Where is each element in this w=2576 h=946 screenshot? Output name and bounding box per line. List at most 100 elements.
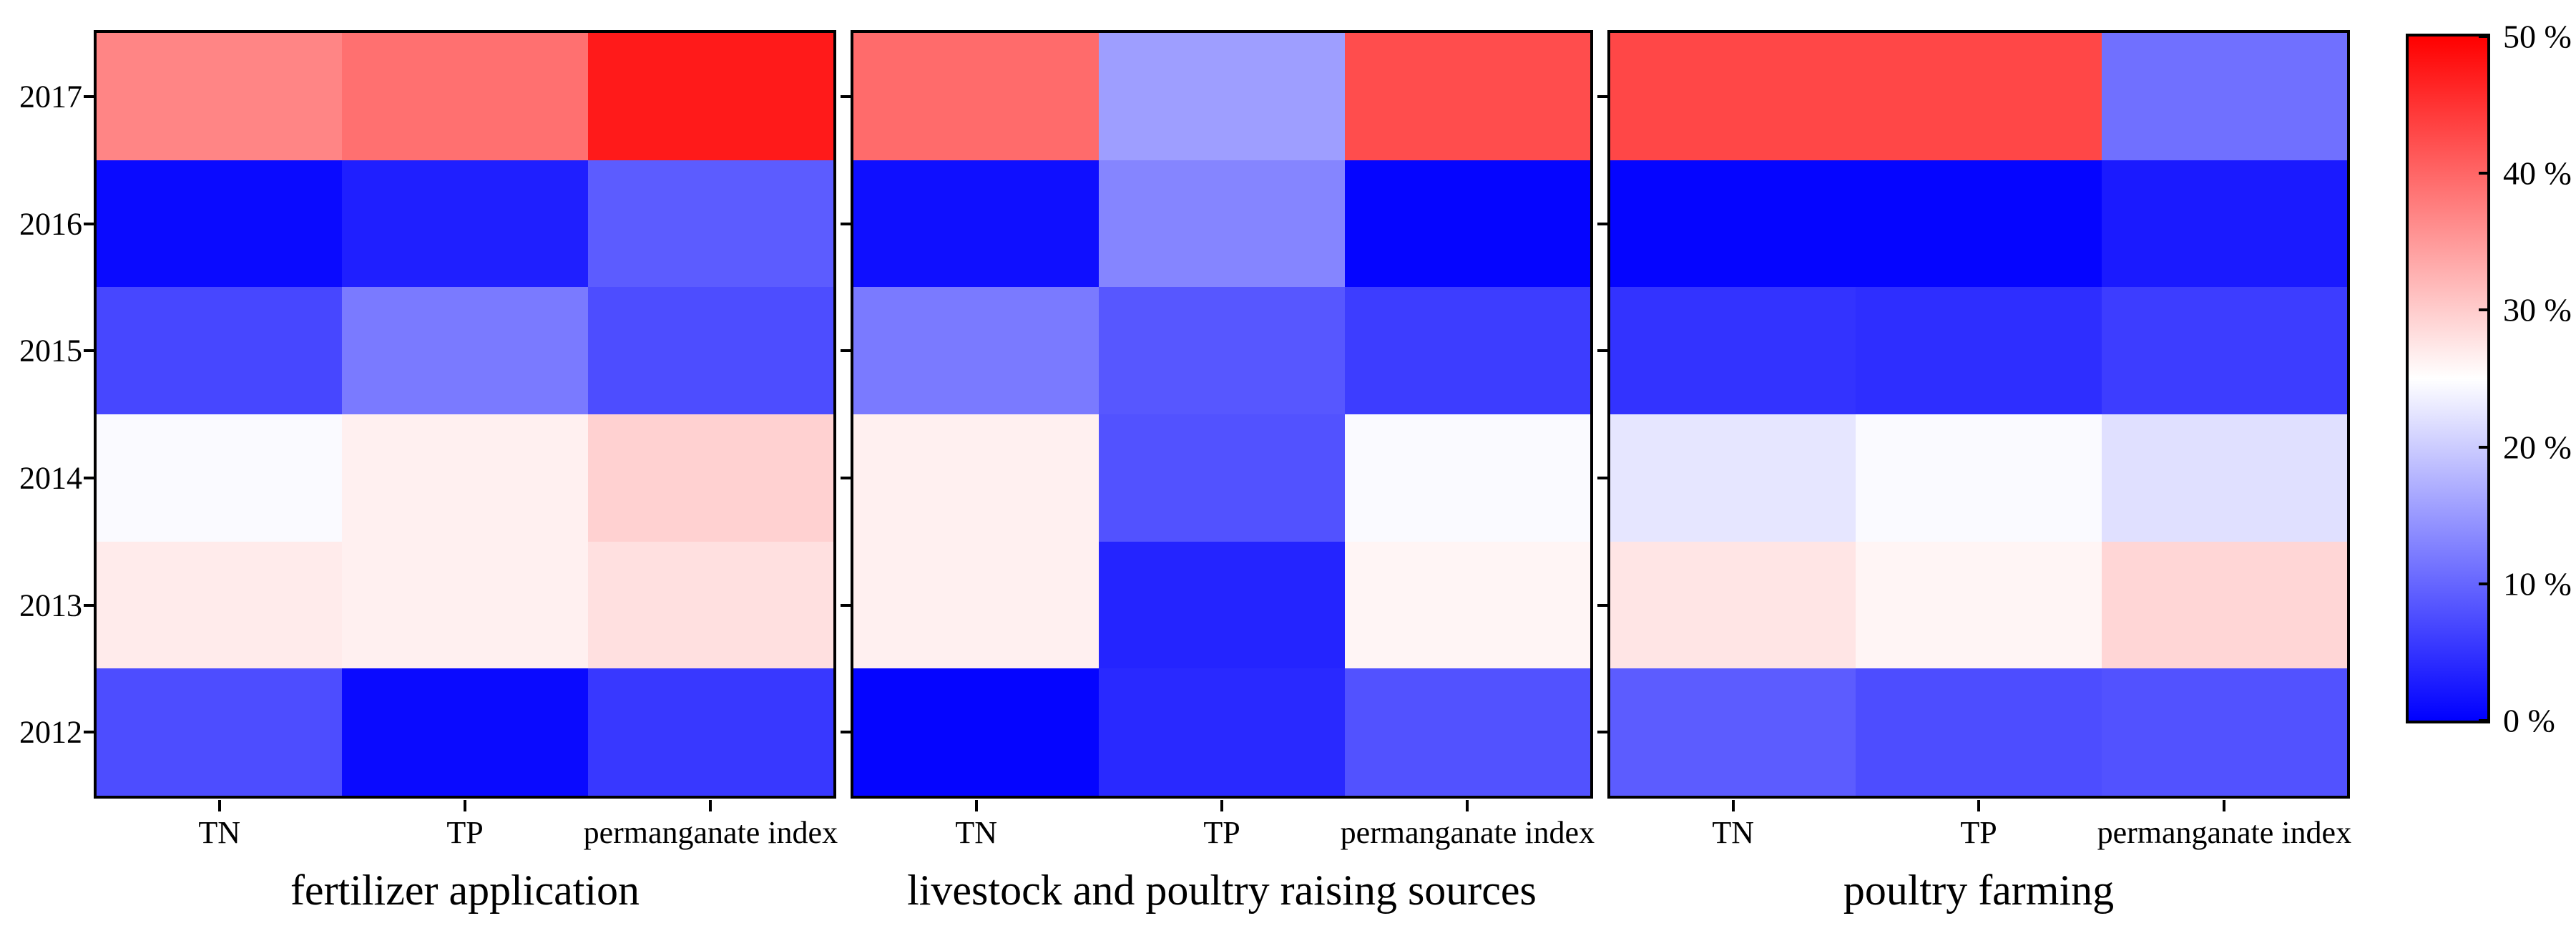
x-axis-label-TN: TN	[955, 815, 997, 850]
heatmap-cell-2012-permanganate-index	[587, 668, 833, 796]
heatmap-grid	[1610, 33, 2347, 796]
heatmap-cell-2016-TP	[1099, 160, 1345, 288]
heatmap-cell-2016-TP	[342, 160, 588, 288]
heatmap-cell-2013-permanganate-index	[587, 541, 833, 669]
colorbar-gradient	[2409, 36, 2487, 721]
heatmap-cell-2015-permanganate-index	[2101, 287, 2347, 414]
heatmap-cell-2015-permanganate-index	[1344, 287, 1590, 414]
heatmap-cell-2017-permanganate-index	[1344, 33, 1590, 160]
y-axis-tick	[841, 603, 851, 607]
x-axis-tick	[2223, 800, 2226, 811]
y-axis-label-2014: 2014	[19, 460, 82, 496]
heatmap-cell-2012-permanganate-index	[2101, 668, 2347, 796]
heatmap-cell-2014-TP	[342, 414, 588, 542]
heatmap-cell-2017-TN	[1610, 33, 1856, 160]
colorbar-label-0%: 0 %	[2503, 702, 2555, 739]
heatmap-cell-2012-permanganate-index	[1344, 668, 1590, 796]
y-axis-tick	[1597, 94, 1607, 98]
heatmap-cell-2013-permanganate-index	[1344, 541, 1590, 669]
y-axis-tick	[84, 349, 94, 353]
colorbar-label-10%: 10 %	[2503, 565, 2572, 603]
heatmap-cell-2015-TN	[97, 287, 343, 414]
colorbar-tick	[2479, 719, 2487, 722]
heatmap-cell-2014-TP	[1856, 414, 2102, 542]
y-axis-tick	[84, 222, 94, 225]
colorbar-label-40%: 40 %	[2503, 155, 2572, 192]
heatmap-cell-2014-permanganate-index	[1344, 414, 1590, 542]
heatmap-cell-2016-TP	[1856, 160, 2102, 288]
heatmap-cell-2014-TN	[97, 414, 343, 542]
heatmap-cell-2013-TP	[342, 541, 588, 669]
colorbar-tick	[2479, 35, 2487, 38]
heatmap-cell-2015-permanganate-index	[587, 287, 833, 414]
y-axis-tick	[841, 476, 851, 479]
heatmap-cell-2012-TP	[1099, 668, 1345, 796]
heatmap-cell-2017-permanganate-index	[587, 33, 833, 160]
heatmap-cell-2016-TN	[853, 160, 1100, 288]
x-axis-tick	[1220, 800, 1223, 811]
heatmap-cell-2012-TN	[97, 668, 343, 796]
x-axis-tick	[464, 800, 466, 811]
y-axis-tick	[841, 731, 851, 734]
heatmap-grid	[853, 33, 1590, 796]
heatmap-cell-2012-TP	[1856, 668, 2102, 796]
colorbar-label-20%: 20 %	[2503, 429, 2572, 466]
colorbar-tick	[2479, 445, 2487, 449]
panel-poultry-farming: poultry farming TN TP permanganate index	[1597, 30, 2351, 914]
y-axis-label-2017: 2017	[19, 79, 82, 114]
colorbar-label-50%: 50 %	[2503, 18, 2572, 55]
x-axis-tick	[1731, 800, 1735, 811]
heatmap-cell-2015-TP	[342, 287, 588, 414]
x-axis-tick	[217, 800, 221, 811]
x-axis-label-permanganate-index: permanganate index	[2097, 815, 2352, 850]
y-axis-tick	[84, 603, 94, 607]
heatmap-cell-2017-TP	[1856, 33, 2102, 160]
y-axis-tick	[1597, 731, 1607, 734]
heatmap-cell-2013-TN	[1610, 541, 1856, 669]
heatmap-cell-2017-TP	[342, 33, 588, 160]
x-axis-label-permanganate-index: permanganate index	[1340, 815, 1595, 850]
panel-livestock-and-poultry-raising-sources: livestock and poultry raising sources TN…	[841, 30, 1595, 914]
y-axis-tick	[841, 222, 851, 225]
y-axis-tick	[841, 349, 851, 353]
x-axis-label-TN: TN	[1712, 815, 1754, 850]
heatmap-cell-2012-TP	[342, 668, 588, 796]
heatmap-cell-2016-permanganate-index	[2101, 160, 2347, 288]
heatmap-cell-2013-TN	[97, 541, 343, 669]
heatmap-cell-2016-TN	[1610, 160, 1856, 288]
y-axis-tick	[84, 94, 94, 98]
y-axis-label-2013: 2013	[19, 587, 82, 623]
panel-title: fertilizer application	[290, 867, 640, 914]
heatmap-cell-2014-permanganate-index	[587, 414, 833, 542]
y-axis-tick	[1597, 476, 1607, 479]
heatmap-cell-2015-TN	[1610, 287, 1856, 414]
y-axis-tick	[1597, 222, 1607, 225]
heatmap-cell-2016-permanganate-index	[1344, 160, 1590, 288]
heatmap-cell-2014-permanganate-index	[2101, 414, 2347, 542]
y-axis-tick	[1597, 349, 1607, 353]
y-axis-tick	[1597, 603, 1607, 607]
x-axis-tick	[1466, 800, 1469, 811]
y-axis-tick	[84, 476, 94, 479]
heatmap-cell-2017-TN	[97, 33, 343, 160]
heatmap-cell-2015-TP	[1856, 287, 2102, 414]
heatmap-cell-2015-TN	[853, 287, 1100, 414]
x-axis-label-permanganate-index: permanganate index	[583, 815, 838, 850]
heatmap-cell-2013-TP	[1099, 541, 1345, 669]
y-axis-tick	[841, 94, 851, 98]
heatmap-cell-2017-permanganate-index	[2101, 33, 2347, 160]
heatmap-cell-2015-TP	[1099, 287, 1345, 414]
heatmap-cell-2012-TN	[853, 668, 1100, 796]
colorbar-tick	[2479, 172, 2487, 175]
heatmap-cell-2013-permanganate-index	[2101, 541, 2347, 669]
panel-fertilizer-application: fertilizer application 2017 2016 2015 2014 2…	[19, 30, 838, 914]
heatmap-cell-2014-TN	[853, 414, 1100, 542]
panel-title: livestock and poultry raising sources	[907, 867, 1537, 914]
y-axis-label-2015: 2015	[19, 333, 82, 369]
x-axis-label-TP: TP	[1203, 815, 1240, 850]
y-axis-tick	[84, 731, 94, 734]
colorbar-tick	[2479, 582, 2487, 585]
heatmap-cell-2013-TN	[853, 541, 1100, 669]
x-axis-tick	[974, 800, 978, 811]
